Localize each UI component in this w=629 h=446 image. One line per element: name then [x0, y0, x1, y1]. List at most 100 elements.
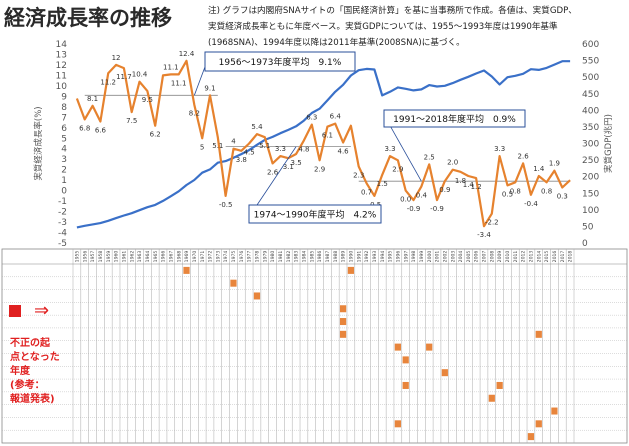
grid-year-label: 1997 — [403, 251, 409, 263]
growth-data-label: 2.3 — [353, 172, 364, 180]
grid-year-label: 1986 — [317, 251, 323, 263]
fraud-marker — [441, 369, 448, 377]
legend-marker-square — [9, 305, 21, 317]
grid-year-label: 1976 — [239, 251, 245, 263]
annotation-label: 1974～1990年度平均 4.2% — [254, 209, 377, 221]
growth-data-label: 3.3 — [384, 145, 395, 153]
grid-year-label: 2003 — [450, 251, 456, 263]
y-right-tick-label: 600 — [582, 40, 599, 50]
grid-year-label: 1973 — [215, 251, 221, 263]
grid-year-label: 2005 — [466, 251, 472, 263]
growth-data-label: 3.3 — [494, 145, 505, 153]
note-line-3: (1968SNA)、1994年度以降は2011年基準(2008SNA)に基づく。 — [208, 38, 465, 48]
growth-data-label: 5 — [200, 143, 204, 151]
y-left-tick-label: 0 — [61, 187, 67, 197]
note-line-2: 実質経済成長率ともに年度ベース。実質GDPについては、1955～1993年度は1… — [208, 22, 558, 32]
growth-data-label: 0.9 — [439, 186, 450, 194]
page-title: 経済成長率の推移 — [4, 6, 172, 30]
y-left-axis-title: 実質経済成長率(%) — [33, 106, 44, 180]
annotation-box — [383, 109, 526, 128]
growth-data-label: 11.1 — [163, 63, 179, 71]
y-left-tick-label: 14 — [56, 40, 68, 50]
fraud-marker — [230, 279, 237, 287]
grid-year-label: 1969 — [184, 251, 190, 263]
grid-year-label: 1974 — [223, 251, 229, 263]
growth-data-label: 0.3 — [557, 192, 568, 200]
growth-data-label: 1.9 — [549, 160, 560, 168]
fraud-marker — [347, 266, 355, 274]
y-left-tick-label: 9 — [61, 92, 67, 102]
grid-year-label: 2001 — [435, 251, 441, 263]
fraud-marker — [394, 343, 401, 351]
grid-year-label: 1984 — [302, 251, 308, 263]
grid-year-label: 2002 — [442, 251, 448, 263]
grid-year-label: 1993 — [372, 251, 378, 263]
grid-year-label: 2013 — [529, 251, 535, 263]
growth-data-label: 7.5 — [126, 117, 137, 125]
y-right-tick-label: 300 — [582, 140, 599, 150]
growth-data-label: 4 — [231, 138, 236, 146]
legend-label-line: (参考： — [10, 380, 45, 391]
growth-data-label: 11.1 — [171, 79, 187, 87]
growth-data-label: 6.1 — [322, 132, 333, 140]
growth-data-label: 2.6 — [518, 152, 530, 160]
grid-year-label: 1977 — [247, 251, 253, 263]
y-right-tick-label: 50 — [582, 222, 594, 232]
y-right-axis-title: 実質GDP(兆円) — [603, 114, 614, 173]
grid-year-label: 2014 — [536, 251, 542, 263]
growth-data-label: 3.5 — [291, 159, 302, 167]
y-left-tick-label: 12 — [56, 61, 67, 71]
grid-year-label: 1979 — [262, 251, 268, 263]
growth-data-label: -3.4 — [477, 231, 491, 239]
fraud-marker — [535, 420, 542, 428]
grid-year-label: 2007 — [482, 251, 488, 263]
y-left-tick-label: 8 — [61, 103, 67, 113]
grid-year-label: 1980 — [270, 251, 276, 263]
fraud-marker — [426, 343, 433, 351]
grid-year-label: 1961 — [121, 251, 127, 263]
grid-year-label: 2009 — [497, 251, 503, 263]
grid-year-label: 1990 — [348, 251, 354, 263]
y-right-tick-label: 200 — [582, 173, 599, 183]
grid-year-label: 2006 — [474, 251, 480, 263]
growth-data-label: 3.8 — [236, 156, 247, 164]
growth-data-label: 0.7 — [361, 188, 372, 196]
grid-year-label: 2015 — [544, 251, 550, 263]
grid-year-label: 1971 — [200, 251, 206, 263]
grid-year-label: 1998 — [411, 251, 417, 263]
grid-year-label: 2000 — [427, 251, 433, 263]
growth-data-label: 1.2 — [471, 183, 482, 191]
y-left-tick-label: 1 — [61, 176, 67, 186]
y-left-tick-label: 3 — [61, 155, 67, 165]
annotation-box — [204, 51, 356, 72]
growth-data-label: 10.4 — [132, 71, 148, 79]
grid-year-label: 2008 — [489, 251, 495, 263]
grid-year-label: 1965 — [153, 251, 159, 263]
growth-data-label: -0.4 — [524, 200, 538, 208]
y-right-tick-label: 150 — [582, 189, 599, 199]
y-right-tick-label: 500 — [582, 73, 599, 83]
growth-data-label: 11.2 — [100, 78, 116, 86]
growth-data-label: 8.1 — [87, 95, 98, 103]
y-right-tick-label: 450 — [582, 90, 599, 100]
grid-year-label: 1970 — [192, 251, 198, 263]
y-left-tick-label: -5 — [58, 239, 67, 249]
annotation-label: 1991～2018年度平均 0.9% — [393, 113, 516, 125]
growth-data-label: 12.4 — [179, 50, 195, 58]
growth-data-label: 2.5 — [424, 153, 435, 161]
grid-year-label: 1994 — [380, 251, 386, 263]
growth-series-line — [75, 59, 571, 228]
growth-data-label: 4.8 — [298, 145, 309, 153]
growth-data-label: 4.5 — [244, 149, 255, 157]
growth-data-label: 5.4 — [251, 123, 263, 131]
fraud-marker — [183, 266, 190, 274]
growth-data-label: 6.2 — [150, 131, 161, 139]
grid-year-label: 1966 — [161, 251, 167, 263]
annotation-box — [248, 204, 382, 224]
y-right-tick-label: 100 — [582, 206, 599, 216]
y-left-tick-label: 5 — [61, 134, 67, 144]
fraud-marker — [402, 356, 409, 364]
y-left-tick-label: 10 — [56, 82, 68, 92]
grid-year-label: 1959 — [106, 251, 112, 263]
